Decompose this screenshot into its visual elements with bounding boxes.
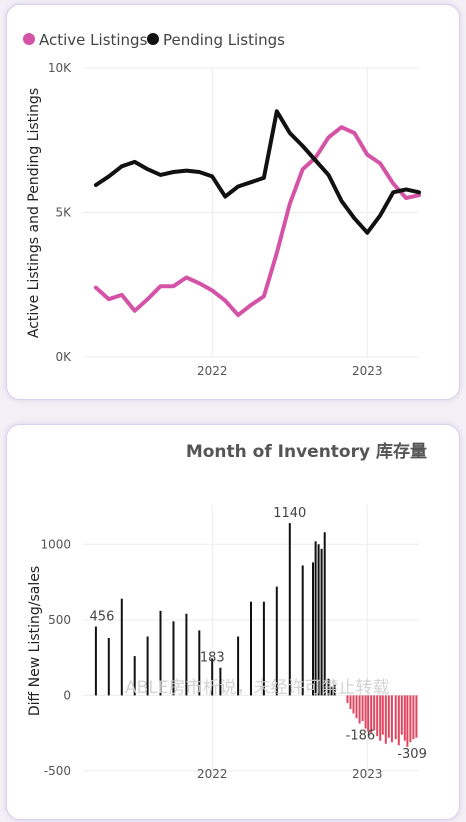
bottom-y-tick-label: 0 <box>63 688 71 702</box>
chart-title: Month of Inventory 库存量 <box>186 441 427 462</box>
top-y-tick-label: 0K <box>55 350 72 364</box>
top-y-tick-label: 10K <box>48 61 72 75</box>
pending-listings-line <box>93 109 421 235</box>
active-listings-line <box>93 125 421 318</box>
bar <box>373 695 376 731</box>
bottom-x-tick-label: 2023 <box>352 767 383 781</box>
bar <box>361 695 364 722</box>
bar-data-label: -186 <box>346 728 376 743</box>
bottom-x-tick-label: 2022 <box>197 767 228 781</box>
bar <box>370 695 373 734</box>
bar <box>185 613 188 696</box>
bar <box>390 695 393 743</box>
top-x-tick-label: 2022 <box>197 364 228 378</box>
bar <box>301 565 304 696</box>
top-series-lines <box>93 109 421 318</box>
bar <box>406 695 409 747</box>
bar <box>381 695 384 735</box>
bar <box>275 586 278 696</box>
bar <box>415 695 418 738</box>
bar <box>352 695 355 714</box>
legend-label-active: Active Listings <box>39 31 148 49</box>
listings-line-chart: 0K 5K 10K 2022 2023 Active Listings Pending … <box>23 31 421 378</box>
bar <box>327 678 330 696</box>
bar <box>384 695 387 744</box>
top-gridlines <box>83 67 419 358</box>
bar <box>94 626 97 696</box>
bar <box>387 695 390 738</box>
bar <box>330 686 333 696</box>
bar <box>146 636 149 696</box>
bar <box>349 695 352 709</box>
bar <box>320 548 323 696</box>
bar <box>219 667 222 696</box>
bar <box>400 695 403 735</box>
bar <box>120 598 123 696</box>
bar-data-label: 456 <box>90 609 115 624</box>
bar <box>107 638 110 696</box>
bar <box>314 541 317 696</box>
top-axes: 0K 5K 10K 2022 2023 <box>48 61 383 378</box>
bar <box>312 562 314 696</box>
bar-data-label: -309 <box>397 747 427 762</box>
bottom-bars <box>94 523 418 747</box>
bar <box>237 636 240 696</box>
bar <box>262 601 265 696</box>
bar-data-label: 1140 <box>273 506 306 521</box>
bar <box>358 695 361 724</box>
top-y-tick-label: 5K <box>55 206 72 220</box>
bar <box>172 621 175 696</box>
bar <box>376 695 379 737</box>
bottom-y-tick-label: -500 <box>44 764 71 778</box>
bar-data-label: 183 <box>200 651 225 666</box>
bottom-y-tick-label: 1000 <box>40 537 71 551</box>
bottom-y-tick-label: 500 <box>48 613 71 627</box>
bar <box>159 610 162 696</box>
watermark: ABLE房市析说，未经许可禁止转载 <box>125 678 390 698</box>
bottom-y-axis-title: Diff New Listing/sales <box>27 566 43 716</box>
bar <box>397 695 400 746</box>
bottom-data-labels: 456 183 1140 -186 -309 <box>90 506 427 762</box>
bar <box>409 695 412 743</box>
bar <box>403 695 406 741</box>
inventory-bar-chart: Month of Inventory 库存量 -500 0 500 1000 2022 2… <box>27 441 427 781</box>
bar <box>250 601 252 696</box>
bar <box>412 695 415 740</box>
bar <box>367 695 370 732</box>
bar <box>323 532 326 696</box>
bar <box>394 695 397 740</box>
bar <box>198 630 201 696</box>
top-x-tick-label: 2023 <box>352 364 383 378</box>
bottom-axes: -500 0 500 1000 2022 2023 <box>40 537 382 781</box>
bar <box>133 656 136 696</box>
top-y-axis-title: Active Listings and Pending Listings <box>26 88 42 338</box>
inventory-chart-card: Month of Inventory 库存量 -500 0 500 1000 2022 2… <box>6 424 460 820</box>
legend-label-pending: Pending Listings <box>163 31 285 49</box>
bar <box>364 695 367 729</box>
bar <box>211 658 214 696</box>
legend-marker-active <box>23 33 35 45</box>
legend[interactable]: Active Listings Pending Listings <box>23 31 285 49</box>
listings-chart-card: 0K 5K 10K 2022 2023 Active Listings Pending … <box>6 4 460 400</box>
bar <box>346 695 349 703</box>
bar <box>379 695 382 741</box>
bar <box>288 523 291 696</box>
bar <box>355 695 358 719</box>
bar <box>317 544 320 696</box>
bar <box>333 684 336 696</box>
legend-marker-pending <box>147 33 159 45</box>
